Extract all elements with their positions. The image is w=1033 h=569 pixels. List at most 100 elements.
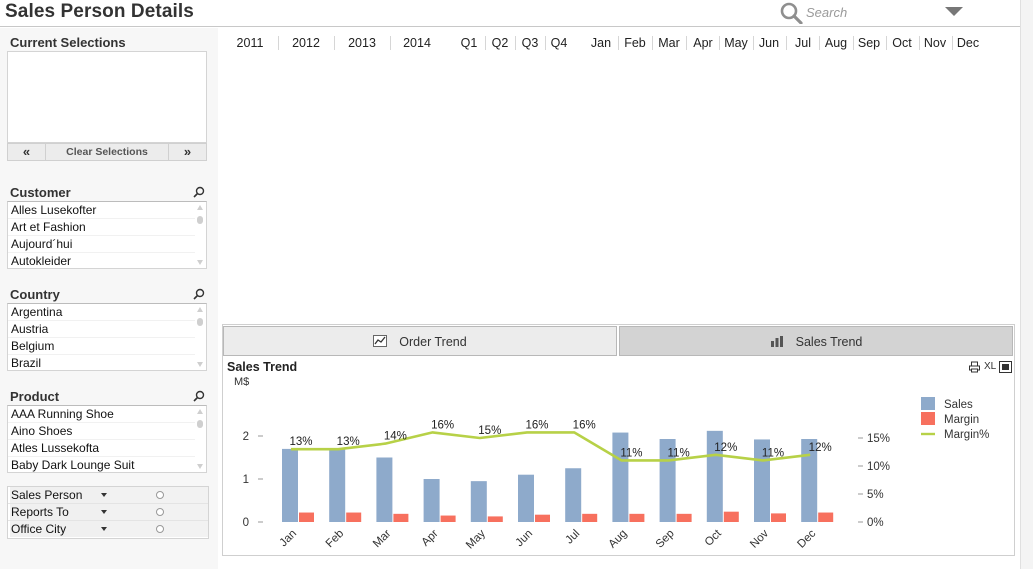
customer-listbox: Alles Lusekofter Art et Fashion Aujourd´…: [7, 201, 207, 269]
list-item[interactable]: Aujourd´hui: [8, 236, 206, 253]
list-item[interactable]: Belgium: [8, 338, 206, 355]
bar-margin: [818, 512, 834, 522]
scroll-thumb[interactable]: [197, 216, 203, 224]
quarter-q2[interactable]: Q2: [491, 36, 509, 50]
list-item[interactable]: Brazil: [8, 355, 206, 370]
quarter-q4[interactable]: Q4: [550, 36, 568, 50]
divider: [390, 36, 391, 50]
divider: [515, 36, 516, 50]
x-tick-label: May: [464, 527, 488, 551]
clear-selections-button[interactable]: Clear Selections: [66, 146, 148, 158]
data-label-margin-pct: 14%: [384, 431, 407, 443]
office-city-value[interactable]: [110, 521, 208, 537]
month-may[interactable]: May: [724, 36, 748, 50]
scroll-up-icon[interactable]: [197, 205, 203, 210]
list-item[interactable]: Aino Shoes: [8, 423, 206, 440]
print-icon[interactable]: [969, 361, 980, 373]
sales-person-dropdown-icon[interactable]: [101, 493, 107, 497]
month-dec[interactable]: Dec: [956, 36, 980, 50]
dropdown-arrow-icon[interactable]: [945, 7, 963, 16]
list-item[interactable]: Autokleider: [8, 253, 206, 268]
scroll-down-icon[interactable]: [197, 362, 203, 367]
scroll-up-icon[interactable]: [197, 307, 203, 312]
reports-to-text: Reports To: [11, 505, 69, 519]
reports-to-value[interactable]: [110, 504, 208, 520]
right-edge-strip: [1020, 0, 1033, 569]
scroll-up-icon[interactable]: [197, 409, 203, 414]
search-icon[interactable]: [780, 2, 804, 24]
scroll-down-icon[interactable]: [197, 260, 203, 265]
prev-selection-button[interactable]: «: [8, 144, 46, 160]
quarter-q1[interactable]: Q1: [460, 36, 478, 50]
list-item[interactable]: AAA Running Shoe: [8, 406, 206, 423]
sales-trend-chart: 0 1 2 0% 5% 10% 15% Jan Feb Mar Apr May Jun Jul Aug Se…: [243, 397, 989, 551]
legend-label-sales: Sales: [944, 399, 973, 411]
y-right-tick-label: 0%: [867, 517, 884, 529]
data-label-margin-pct: 15%: [478, 425, 501, 437]
month-aug[interactable]: Aug: [824, 36, 848, 50]
chart-bars: [282, 430, 834, 522]
year-2013[interactable]: 2013: [348, 36, 376, 50]
month-feb[interactable]: Feb: [624, 36, 646, 50]
year-2011[interactable]: 2011: [236, 36, 264, 50]
current-selections-title: Current Selections: [10, 35, 126, 50]
bar-margin: [535, 514, 550, 522]
list-item[interactable]: Austria: [8, 321, 206, 338]
list-item[interactable]: Baby Dark Lounge Suit: [8, 457, 206, 472]
scroll-thumb[interactable]: [197, 318, 203, 326]
divider: [618, 36, 619, 50]
tab-sales-trend-label: Sales Trend: [795, 335, 863, 349]
sales-person-value[interactable]: [110, 487, 208, 503]
country-scrollbar[interactable]: [195, 304, 206, 370]
divider: [278, 36, 279, 50]
quarter-q3[interactable]: Q3: [521, 36, 539, 50]
customer-search-icon[interactable]: [193, 186, 205, 198]
month-jun[interactable]: Jun: [758, 36, 780, 50]
list-item[interactable]: Alles Lusekofter: [8, 202, 206, 219]
x-tick-label: Nov: [748, 527, 771, 550]
circle-icon: [156, 508, 164, 516]
month-apr[interactable]: Apr: [693, 36, 713, 50]
month-mar[interactable]: Mar: [658, 36, 680, 50]
bar-sales: [376, 457, 393, 522]
month-nov[interactable]: Nov: [923, 36, 947, 50]
customer-scrollbar[interactable]: [195, 202, 206, 268]
reports-to-dropdown-icon[interactable]: [101, 510, 107, 514]
divider: [719, 36, 720, 50]
export-excel-button[interactable]: XL: [984, 361, 997, 372]
multibox-row-reports-to: Reports To: [8, 504, 208, 521]
list-item[interactable]: Atles Lussekofta: [8, 440, 206, 457]
sales-person-label[interactable]: Sales Person: [10, 487, 110, 503]
tab-order-trend[interactable]: Order Trend: [223, 326, 617, 356]
x-tick-label: Feb: [324, 528, 347, 551]
month-sep[interactable]: Sep: [857, 36, 881, 50]
country-search-icon[interactable]: [193, 288, 205, 300]
y-left-tick-label: 1: [243, 474, 249, 486]
chart-y-unit: M$: [234, 376, 250, 388]
scroll-down-icon[interactable]: [197, 464, 203, 469]
product-scrollbar[interactable]: [195, 406, 206, 472]
office-city-label[interactable]: Office City: [10, 521, 110, 537]
office-city-dropdown-icon[interactable]: [101, 527, 107, 531]
next-selection-button[interactable]: »: [168, 144, 206, 160]
tab-sales-trend[interactable]: Sales Trend: [619, 326, 1013, 356]
search-input[interactable]: [806, 3, 936, 21]
month-jan[interactable]: Jan: [590, 36, 612, 50]
data-label-margin-pct: 13%: [289, 436, 312, 448]
current-selections-toolbar: « Clear Selections »: [7, 143, 207, 161]
year-2014[interactable]: 2014: [403, 36, 431, 50]
divider: [485, 36, 486, 50]
product-search-icon[interactable]: [193, 390, 205, 402]
reports-to-label[interactable]: Reports To: [10, 504, 110, 520]
x-tick-label: Aug: [607, 528, 630, 551]
list-item[interactable]: Art et Fashion: [8, 219, 206, 236]
bar-sales: [706, 430, 723, 522]
year-2012[interactable]: 2012: [292, 36, 320, 50]
divider: [753, 36, 754, 50]
list-item[interactable]: Argentina: [8, 304, 206, 321]
minimize-icon[interactable]: [999, 361, 1012, 373]
month-jul[interactable]: Jul: [795, 36, 811, 50]
divider: [886, 36, 887, 50]
month-oct[interactable]: Oct: [892, 36, 912, 50]
scroll-thumb[interactable]: [197, 420, 203, 428]
